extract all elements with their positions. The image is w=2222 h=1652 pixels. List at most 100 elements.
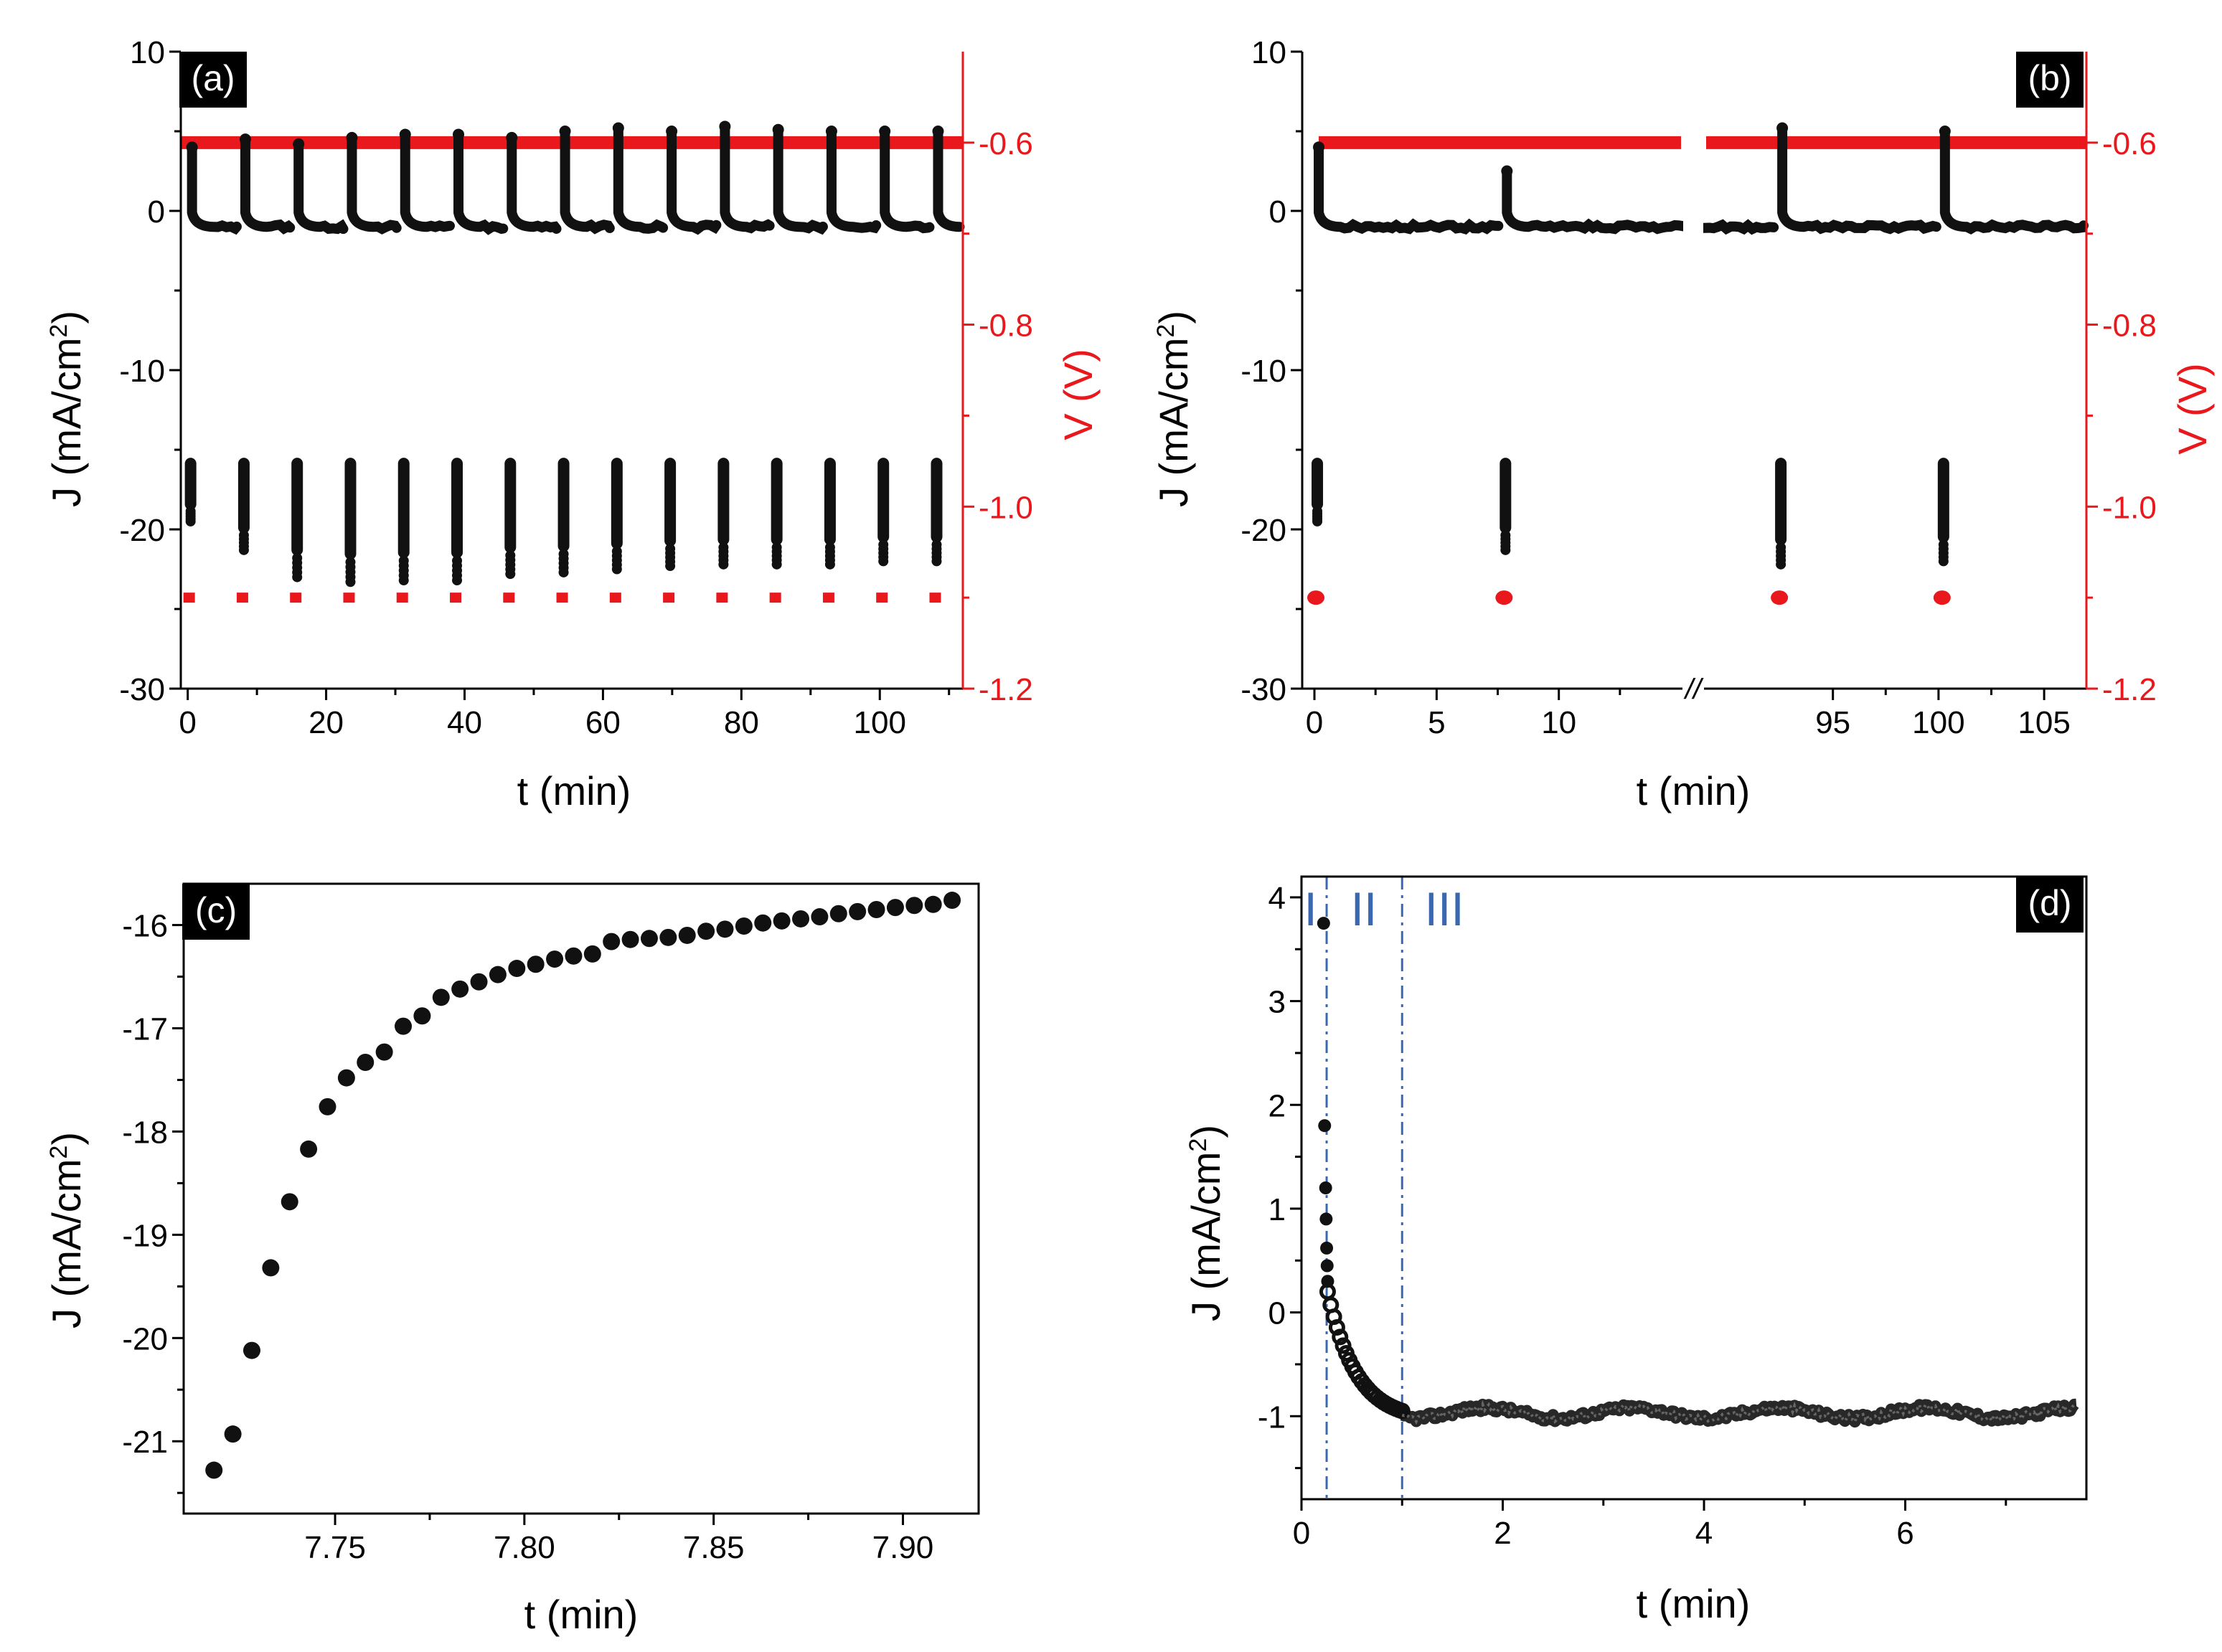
y-tick-label: 0 (1269, 194, 1286, 230)
y-tick-label: -17 (122, 1012, 168, 1047)
data-point (1319, 1212, 1333, 1226)
j-pulse-point (452, 575, 463, 586)
v-on-marker (716, 593, 728, 603)
j-peak-point (879, 126, 891, 137)
data-point (375, 1043, 393, 1061)
j-peak-point (825, 126, 837, 137)
v-off-segment (181, 136, 963, 149)
v-on-marker (822, 593, 834, 603)
v-on-marker (556, 593, 568, 603)
data-point (546, 950, 564, 968)
x-tick-label: 7.75 (304, 1530, 366, 1565)
v-on-marker (396, 593, 408, 603)
j-pulse-stack (237, 458, 250, 534)
x-tick-label: 20 (309, 705, 344, 740)
y-tick-label: 2 (1268, 1088, 1286, 1123)
j-peak-point (772, 123, 784, 136)
data-point (583, 945, 601, 963)
panel-d-label-box (2016, 877, 2084, 933)
y-tick-label: -20 (1241, 513, 1286, 548)
x-tick-label: 2 (1494, 1516, 1511, 1551)
v-on-marker (183, 593, 195, 603)
j-peak-point (346, 131, 358, 143)
data-point (640, 930, 658, 948)
j-pulse-point (292, 572, 303, 582)
v-on-marker (1495, 590, 1513, 605)
v-on-marker (450, 593, 462, 603)
panel-a-label: (a) (191, 58, 235, 98)
j-pulse-stack (664, 458, 677, 547)
j-pulse-point (185, 516, 196, 527)
j-relaxation-trace (720, 121, 775, 234)
data-point (1320, 1259, 1334, 1273)
j-relaxation-trace (826, 126, 882, 234)
stage-label: I (1304, 882, 1317, 935)
panel-d-marks: I II III (1304, 877, 2081, 1499)
v-on-marker (503, 593, 515, 603)
data-point (1334, 1337, 1352, 1354)
data-point (319, 1098, 336, 1115)
data-point (470, 973, 488, 991)
x-tick-label: 60 (585, 705, 621, 740)
data-point (357, 1054, 375, 1072)
data-point (489, 966, 507, 983)
j-pulse-stack (931, 458, 943, 543)
data-point (262, 1259, 280, 1277)
data-point (508, 960, 526, 978)
data-point (337, 1069, 355, 1087)
x-tick-label: 4 (1695, 1516, 1713, 1551)
y-tick-label: 0 (1268, 1296, 1286, 1331)
y2-tick-label: -1.0 (979, 490, 1033, 525)
data-point (659, 928, 677, 946)
j-relaxation-trace (187, 142, 242, 235)
j-pulse-stack (611, 458, 623, 549)
j-relaxation-trace (1939, 126, 2089, 235)
j-relaxation-trace (347, 132, 402, 235)
v-on-marker (876, 593, 888, 603)
data-point (413, 1007, 431, 1025)
data-point (1332, 1328, 1349, 1346)
data-point (697, 922, 715, 940)
j-peak-point (186, 141, 198, 154)
j-relaxation-trace (293, 138, 349, 235)
j-pulse-stack (771, 458, 783, 546)
data-point (451, 980, 469, 998)
data-point (621, 930, 639, 948)
j-pulse-point (558, 567, 569, 577)
j-pulse-point (771, 559, 782, 570)
j-relaxation-trace (613, 123, 669, 234)
j-plateau-trace (1398, 1398, 2081, 1428)
stage-label: III (1425, 882, 1464, 935)
panel-c-x-axis-title: t (min) (524, 1592, 639, 1637)
j-pulse-stack (451, 458, 463, 559)
data-point (924, 895, 942, 913)
y-tick-label: -30 (1241, 672, 1286, 707)
x-tick-label: 10 (1541, 705, 1576, 740)
panel-b-y-axis-title: J (mA/cm2) (1151, 311, 1196, 507)
panel-b-axes: 100-10-20-30-0.6-0.8-1.0-1.20 5 10 95 100 105… (1241, 35, 2156, 740)
j-pulse-point (1500, 544, 1511, 555)
v-on-marker (1771, 590, 1789, 605)
panel-a-x-axis-title: t (min) (517, 768, 631, 813)
x-tick-label: 7.80 (494, 1530, 555, 1565)
data-point (678, 926, 696, 944)
y2-tick-label: -0.6 (2102, 126, 2157, 161)
j-pulse-point (1312, 516, 1323, 527)
j-peak-point (1939, 126, 1951, 137)
data-point (224, 1425, 242, 1443)
j-peak-point (1776, 122, 1789, 134)
data-point (735, 917, 753, 935)
data-point (867, 900, 885, 918)
data-point (1317, 917, 1330, 930)
j-pulse-stack (1312, 458, 1324, 510)
y-tick-label: -21 (122, 1425, 168, 1460)
axis-break-symbol: // (1683, 674, 1704, 705)
j-relaxation-trace (1502, 166, 1779, 235)
j-peak-point (506, 131, 518, 143)
v-on-marker (1307, 590, 1325, 605)
data-point (205, 1461, 223, 1479)
panel-b-marks (1307, 52, 2089, 686)
j-peak-point (1313, 141, 1325, 154)
j-pulse-point (505, 569, 516, 580)
